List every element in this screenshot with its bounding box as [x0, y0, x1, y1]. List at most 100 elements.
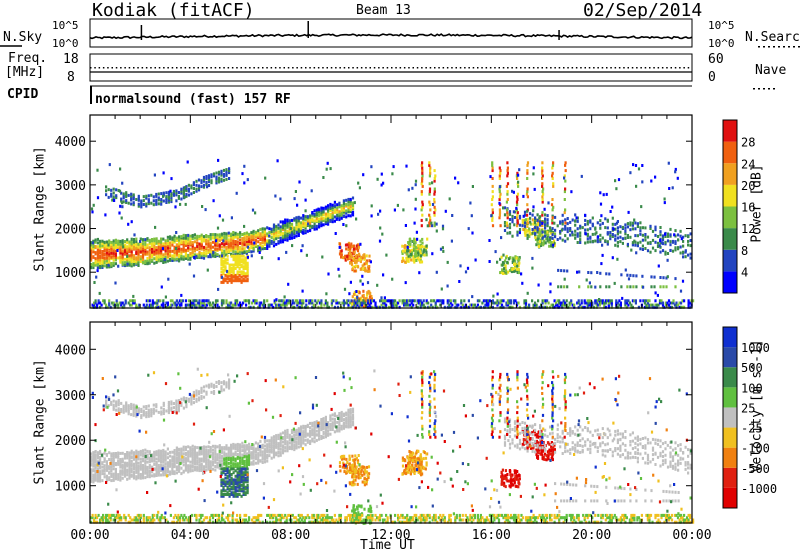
- data-cell: [91, 305, 94, 309]
- data-cell: [485, 303, 488, 307]
- data-cell: [584, 223, 587, 227]
- nsearch-legend-dot: [773, 46, 775, 48]
- nsearch-legend-dot: [778, 46, 780, 48]
- data-cell: [315, 211, 318, 215]
- data-cell: [272, 451, 276, 455]
- data-cell: [126, 260, 129, 264]
- data-cell: [180, 452, 183, 456]
- data-cell: [105, 189, 108, 193]
- data-cell: [500, 236, 503, 240]
- data-cell: [506, 174, 509, 178]
- data-cell: [257, 233, 260, 237]
- nave-dot: [498, 67, 500, 69]
- data-cell: [92, 455, 95, 459]
- data-cell: [281, 299, 284, 303]
- data-cell: [367, 265, 370, 269]
- data-cell: [157, 242, 160, 246]
- data-cell: [320, 303, 323, 307]
- data-cell: [126, 245, 129, 249]
- data-cell: [634, 299, 637, 303]
- data-cell: [275, 237, 278, 241]
- data-cell: [164, 260, 167, 264]
- data-cell: [240, 265, 243, 269]
- data-cell: [312, 303, 315, 307]
- data-cell: [296, 303, 299, 307]
- data-cell: [419, 258, 422, 262]
- data-cell: [162, 237, 165, 241]
- data-cell: [281, 237, 285, 241]
- data-cell: [141, 258, 145, 261]
- data-cell: [202, 301, 206, 305]
- data-cell: [120, 197, 123, 201]
- data-cell: [467, 305, 470, 309]
- data-cell: [304, 223, 307, 227]
- data-cell: [196, 451, 199, 455]
- data-cell: [608, 272, 611, 276]
- data-cell: [162, 253, 165, 257]
- data-cell: [201, 303, 204, 307]
- nave-dot: [614, 67, 617, 69]
- data-cell: [689, 232, 692, 236]
- data-cell: [112, 197, 115, 201]
- data-cell: [227, 240, 230, 244]
- data-cell: [277, 257, 280, 261]
- data-cell: [211, 467, 215, 471]
- data-cell: [279, 442, 282, 446]
- data-cell: [180, 187, 183, 191]
- data-cell: [651, 305, 654, 309]
- data-cell: [648, 299, 651, 303]
- data-cell: [401, 260, 404, 263]
- data-cell: [130, 303, 133, 307]
- data-cell: [157, 305, 160, 309]
- data-cell: [198, 449, 201, 453]
- data-cell: [299, 443, 303, 446]
- data-cell: [250, 454, 253, 458]
- data-cell: [254, 235, 257, 239]
- data-cell: [279, 453, 282, 457]
- data-cell: [94, 251, 97, 255]
- data-cell: [472, 303, 475, 307]
- data-cell: [648, 303, 651, 307]
- data-cell: [196, 245, 199, 248]
- data-cell: [132, 254, 136, 258]
- data-cell: [103, 252, 106, 256]
- data-cell: [121, 255, 124, 259]
- data-cell: [654, 233, 657, 237]
- data-cell: [148, 456, 151, 460]
- data-cell: [122, 245, 125, 249]
- data-cell: [629, 228, 632, 232]
- data-cell: [173, 249, 176, 253]
- data-cell: [294, 190, 297, 193]
- data-cell: [105, 260, 108, 264]
- data-cell: [300, 249, 303, 253]
- data-cell: [101, 256, 104, 260]
- data-cell: [252, 238, 255, 242]
- data-cell: [270, 445, 273, 448]
- data-cell: [94, 245, 97, 248]
- data-cell: [96, 258, 99, 262]
- data-cell: [162, 453, 165, 457]
- data-cell: [164, 251, 167, 255]
- data-cell: [503, 213, 507, 217]
- data-cell: [654, 225, 657, 229]
- data-cell: [327, 222, 330, 226]
- nave-dot: [180, 67, 182, 69]
- data-cell: [252, 305, 255, 309]
- data-cell: [200, 469, 203, 472]
- data-cell: [433, 179, 436, 183]
- data-cell: [555, 301, 558, 305]
- data-cell: [499, 257, 502, 261]
- data-cell: [168, 305, 171, 309]
- data-cell: [536, 240, 539, 244]
- data-cell: [132, 256, 136, 260]
- data-cell: [211, 254, 215, 258]
- data-cell: [266, 244, 269, 248]
- data-cell: [299, 425, 303, 429]
- data-cell: [228, 305, 231, 309]
- data-cell: [594, 299, 597, 303]
- data-cell: [336, 301, 339, 305]
- data-cell: [386, 299, 389, 303]
- data-cell: [288, 235, 291, 239]
- data-cell: [496, 292, 499, 296]
- nave-dot: [262, 67, 264, 69]
